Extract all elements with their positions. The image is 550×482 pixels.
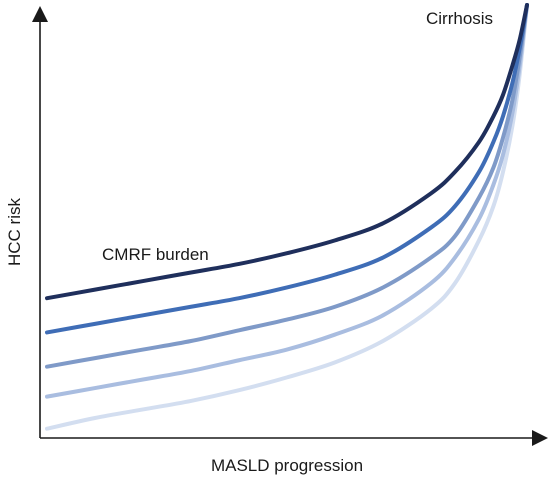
series-line-4 xyxy=(45,3,529,399)
series-layer xyxy=(45,3,529,431)
series-line-3 xyxy=(45,3,529,369)
y-axis-label: HCC risk xyxy=(5,198,24,266)
cirrhosis-annotation: Cirrhosis xyxy=(426,9,493,28)
cmrf-burden-annotation: CMRF burden xyxy=(102,245,209,264)
x-axis-label: MASLD progression xyxy=(211,456,363,475)
series-line-2 xyxy=(45,3,529,335)
series-line-5 xyxy=(45,3,529,431)
series-line-1 xyxy=(45,3,529,301)
